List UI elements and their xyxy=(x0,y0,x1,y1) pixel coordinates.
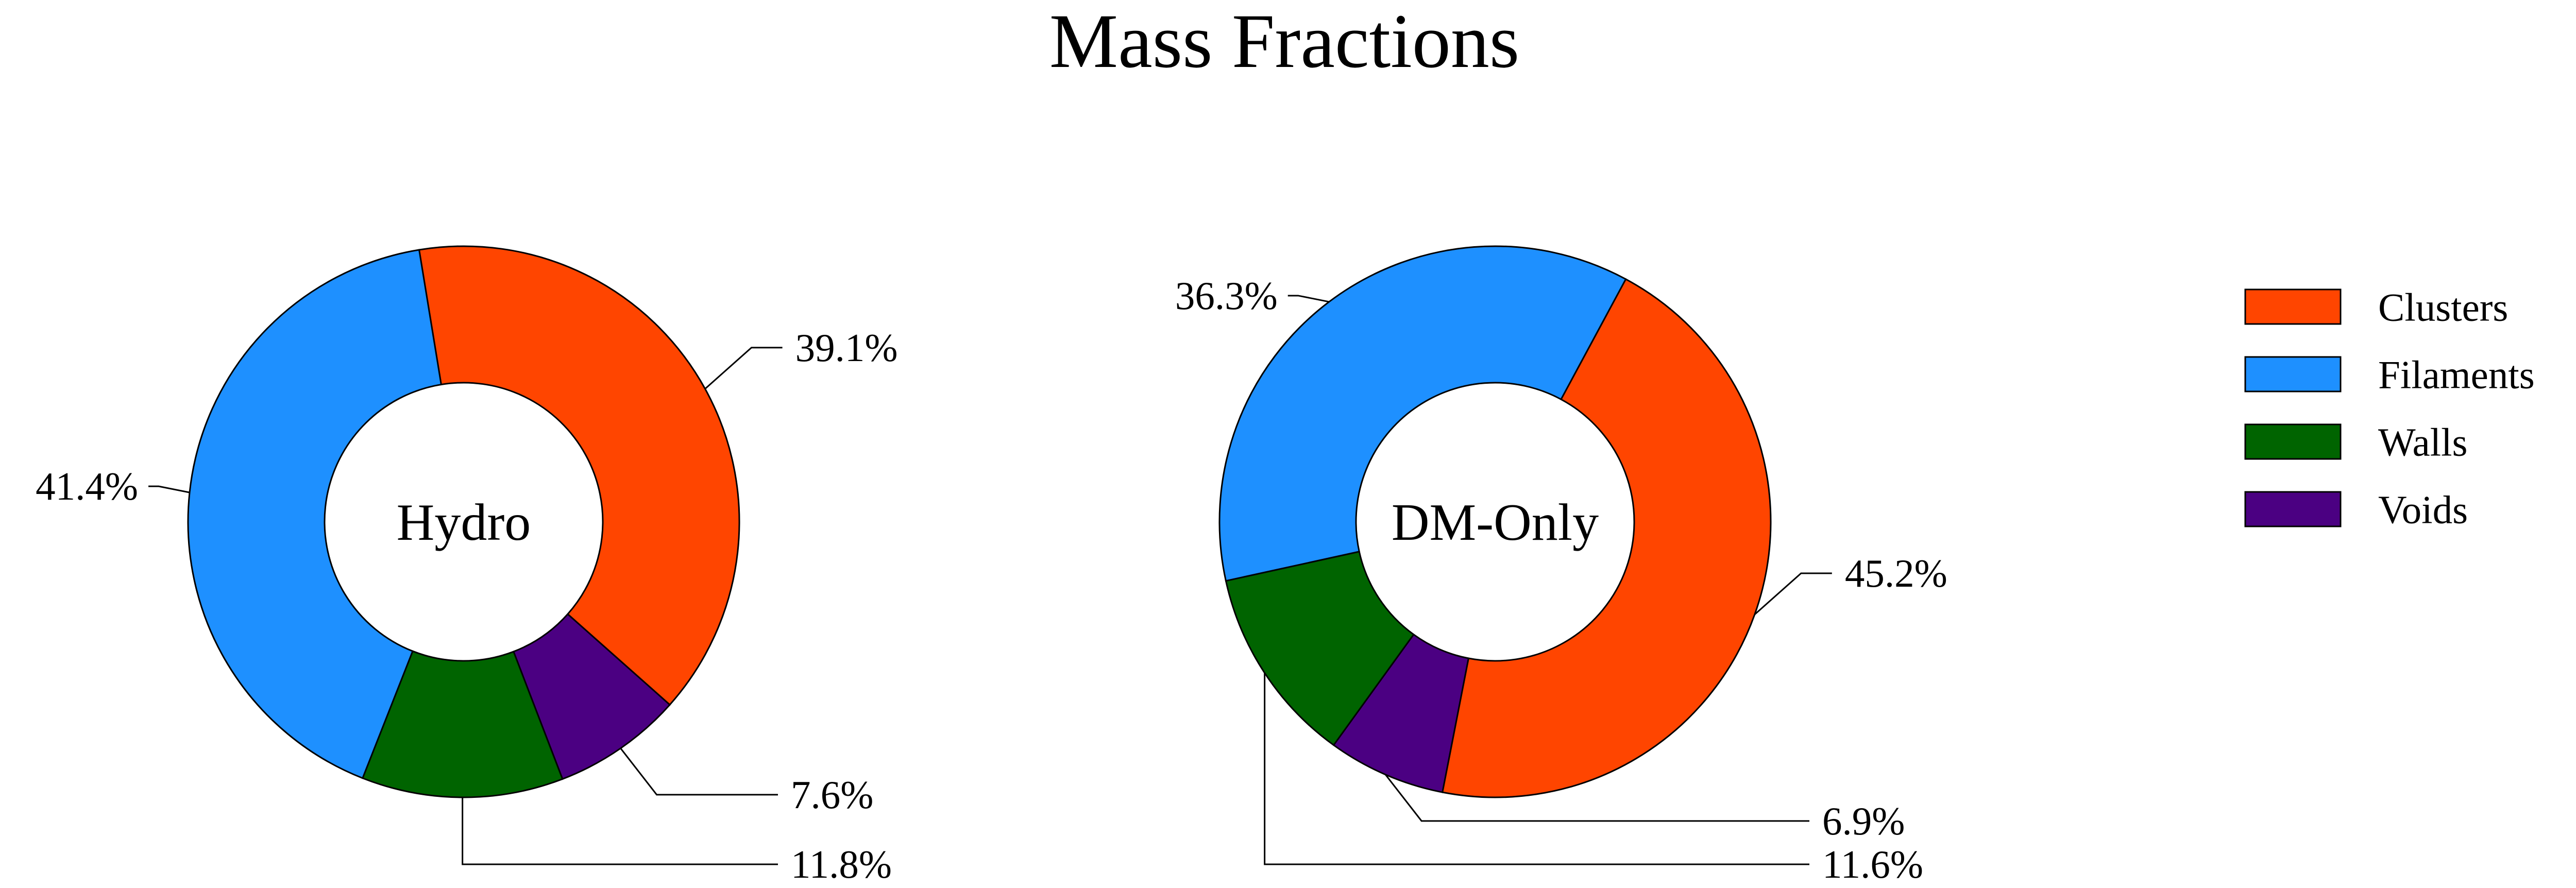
wedge-dm-only-clusters xyxy=(1441,278,1772,798)
chart-title: Mass Fractions xyxy=(1049,0,1519,84)
legend-swatch-walls xyxy=(2244,423,2342,460)
pct-label-hydro-clusters: 39.1% xyxy=(795,326,898,370)
legend-label-walls: Walls xyxy=(2378,420,2467,465)
legend-item-clusters: Clusters xyxy=(2244,285,2508,330)
donut-hydro: 39.1% 7.6% 11.8% 41.4% Hydro xyxy=(36,245,898,886)
leader-line-hydro-walls xyxy=(462,797,778,865)
pct-label-hydro-voids: 7.6% xyxy=(791,773,873,817)
wedge-dm-only-filaments xyxy=(1218,245,1627,582)
leader-line-hydro-filaments xyxy=(148,485,190,493)
legend-item-voids: Voids xyxy=(2244,488,2468,532)
donut-center-label-dm-only: DM-Only xyxy=(1392,493,1599,552)
leader-line-hydro-clusters xyxy=(704,347,783,389)
legend-item-filaments: Filaments xyxy=(2244,353,2535,397)
leader-line-dm-only-filaments xyxy=(1287,295,1330,303)
legend: Clusters Filaments Walls Voids xyxy=(2244,285,2535,532)
leader-line-dm-only-voids xyxy=(1384,774,1809,822)
legend-swatch-filaments xyxy=(2244,356,2342,392)
legend-label-clusters: Clusters xyxy=(2378,285,2508,330)
legend-swatch-voids xyxy=(2244,491,2342,527)
legend-label-voids: Voids xyxy=(2378,488,2468,532)
legend-label-filaments: Filaments xyxy=(2378,353,2535,397)
wedge-hydro-walls xyxy=(361,650,564,798)
donut-dm-only: 45.2% 6.9%11.6% 36.3% DM-Only xyxy=(1175,245,1947,886)
pct-label-hydro-filaments: 41.4% xyxy=(36,464,138,508)
donut-charts: 39.1% 7.6% 11.8% 41.4% Hydro 45.2% 6.9%11.6% 36… xyxy=(36,245,1947,886)
pct-label-dm-only-voids: 6.9% xyxy=(1822,799,1905,843)
wedge-hydro-clusters xyxy=(418,245,740,706)
wedge-dm-only-walls xyxy=(1225,551,1415,746)
pct-label-dm-only-filaments: 36.3% xyxy=(1175,274,1278,318)
leader-line-hydro-voids xyxy=(620,747,778,796)
leader-line-dm-only-clusters xyxy=(1754,572,1832,616)
pct-label-hydro-walls: 11.8% xyxy=(791,842,892,886)
leader-line-dm-only-walls xyxy=(1264,673,1809,865)
pct-label-dm-only-walls: 11.6% xyxy=(1822,842,1923,886)
donut-center-label-hydro: Hydro xyxy=(397,493,531,552)
legend-swatch-clusters xyxy=(2244,288,2342,325)
pct-label-dm-only-clusters: 45.2% xyxy=(1845,551,1947,595)
legend-item-walls: Walls xyxy=(2244,420,2467,465)
wedge-hydro-filaments xyxy=(187,249,443,779)
